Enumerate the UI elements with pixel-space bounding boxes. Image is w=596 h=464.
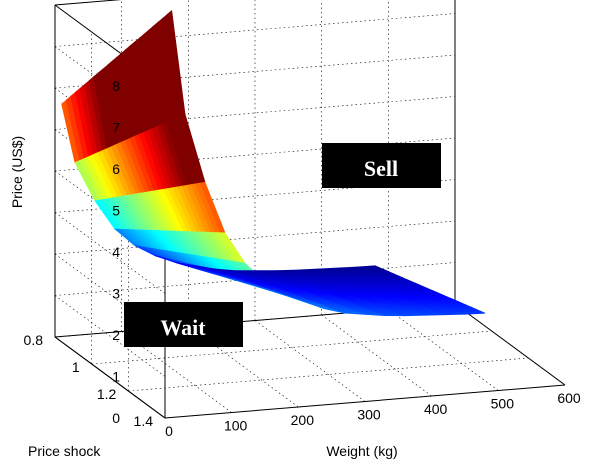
z-tick-label: 5 [112, 203, 120, 219]
z-tick-label: 1 [112, 369, 120, 385]
grid-line-x-floor [254, 320, 366, 402]
grid-line-z-back [54, 13, 456, 47]
decision-surface [61, 10, 486, 317]
x-tick-label: 600 [557, 390, 581, 406]
y-tick-label: 1.4 [134, 413, 154, 429]
grid-line-z-left [54, 212, 166, 294]
grid-line-x-floor [321, 314, 432, 397]
x-tick-label: 400 [424, 401, 448, 417]
z-tick-label: 0 [112, 410, 120, 426]
x-axis-title: Weight (kg) [326, 443, 397, 459]
grid-line-z-left [54, 295, 166, 377]
axis-edge [454, 303, 566, 386]
x-tick-label: 200 [291, 412, 315, 428]
grid-line-y-floor [128, 357, 529, 392]
z-tick-label: 7 [112, 120, 120, 136]
x-tick-label: 100 [224, 418, 248, 434]
y-tick-label: 1 [72, 359, 80, 375]
x-tick-label: 500 [491, 396, 515, 412]
z-tick-label: 3 [112, 286, 120, 302]
z-tick-label: 6 [112, 161, 120, 177]
sell-region-label: Sell [322, 143, 441, 188]
z-tick-label: 8 [112, 78, 120, 94]
z-tick-label: 2 [112, 327, 120, 343]
y-axis-title: Price shock [28, 443, 101, 459]
x-tick-label: 0 [165, 423, 173, 439]
x-tick-label: 300 [357, 407, 381, 423]
wait-region-label: Wait [124, 302, 243, 347]
grid-line-y-floor [91, 330, 492, 365]
surface-patch [460, 310, 486, 315]
z-axis-title: Price (US$) [9, 136, 25, 208]
grid-line-x-floor [388, 309, 499, 391]
y-tick-label: 0.8 [24, 332, 44, 348]
sell-label: Sell [364, 156, 398, 181]
axis-edge [164, 384, 566, 419]
axis-edge [54, 336, 166, 419]
z-tick-label: 4 [112, 244, 120, 260]
wait-label: Wait [160, 315, 206, 340]
y-tick-label: 1.2 [97, 386, 117, 402]
grid-line-z-back [54, 54, 456, 89]
grid-line-z-back [54, 220, 456, 255]
